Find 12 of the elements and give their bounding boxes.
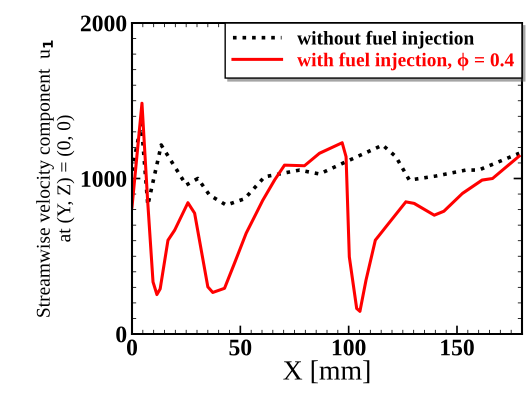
x-tick-label: 0 bbox=[126, 340, 138, 356]
x-tick-label: 100 bbox=[332, 340, 366, 356]
x-axis-title: X [mm] bbox=[283, 360, 370, 384]
text: Streamwise velocity component u$_{1}$ at (Y, Z) = (0, 0) bbox=[36, 40, 74, 317]
x-tick-label: 150 bbox=[441, 340, 474, 356]
y-tick-label: 2000 bbox=[80, 15, 126, 32]
x-tick-label: 50 bbox=[229, 340, 252, 356]
y-tick-label: 0 bbox=[116, 326, 126, 342]
legend-label: with fuel injection, ϕ = 0.4 bbox=[297, 52, 514, 70]
legend-label: without fuel injection bbox=[297, 30, 474, 49]
line-series bbox=[132, 102, 521, 313]
y-tick-label: 1000 bbox=[82, 170, 126, 187]
